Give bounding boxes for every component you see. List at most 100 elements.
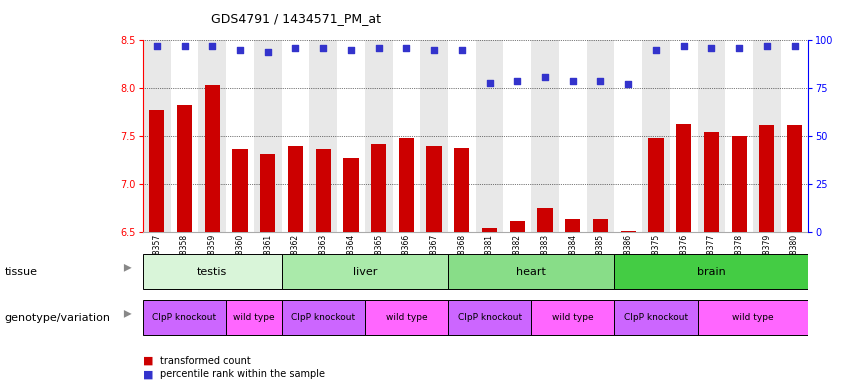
Point xyxy=(455,47,469,53)
Text: tissue: tissue xyxy=(4,266,37,277)
Text: ■: ■ xyxy=(143,369,153,379)
Text: ClpP knockout: ClpP knockout xyxy=(624,313,688,322)
Bar xyxy=(614,300,698,335)
Bar xyxy=(226,40,254,232)
Bar xyxy=(177,104,192,232)
Text: ClpP knockout: ClpP knockout xyxy=(458,313,522,322)
Point xyxy=(344,47,357,53)
Text: wild type: wild type xyxy=(552,313,593,322)
Point xyxy=(178,43,191,49)
Bar xyxy=(448,300,531,335)
Text: heart: heart xyxy=(517,266,546,277)
Bar xyxy=(282,254,448,289)
Bar xyxy=(531,40,559,232)
Point xyxy=(400,45,414,51)
Bar xyxy=(226,300,282,335)
Point xyxy=(621,81,635,88)
Point xyxy=(677,43,690,49)
Bar xyxy=(725,40,753,232)
Bar xyxy=(614,40,643,232)
Point xyxy=(705,45,718,51)
Text: transformed count: transformed count xyxy=(160,356,251,366)
Bar xyxy=(371,144,386,232)
Bar xyxy=(260,154,276,232)
Bar xyxy=(420,40,448,232)
Text: wild type: wild type xyxy=(386,313,427,322)
Bar xyxy=(787,125,802,232)
Point xyxy=(150,43,163,49)
Bar xyxy=(343,159,358,232)
Point xyxy=(205,43,219,49)
Point xyxy=(511,78,524,84)
Bar xyxy=(337,40,365,232)
Bar xyxy=(732,136,747,232)
Point xyxy=(566,78,580,84)
Bar xyxy=(143,254,282,289)
Text: ClpP knockout: ClpP knockout xyxy=(152,313,217,322)
Bar xyxy=(399,138,414,232)
Bar xyxy=(780,40,808,232)
Point xyxy=(288,45,302,51)
Text: wild type: wild type xyxy=(233,313,275,322)
Bar xyxy=(559,40,586,232)
Text: genotype/variation: genotype/variation xyxy=(4,313,111,323)
Bar xyxy=(309,40,337,232)
Text: ClpP knockout: ClpP knockout xyxy=(291,313,355,322)
Bar xyxy=(759,125,774,232)
Point xyxy=(483,79,496,86)
Bar xyxy=(504,40,531,232)
Bar xyxy=(448,254,614,289)
Bar xyxy=(143,300,226,335)
Bar xyxy=(565,219,580,232)
Point xyxy=(233,47,247,53)
Text: ■: ■ xyxy=(143,356,153,366)
Bar xyxy=(254,40,282,232)
Bar xyxy=(143,40,171,232)
Bar xyxy=(510,221,525,232)
Text: percentile rank within the sample: percentile rank within the sample xyxy=(160,369,325,379)
Bar xyxy=(648,138,664,232)
Point xyxy=(649,47,663,53)
Point xyxy=(261,49,275,55)
Bar xyxy=(426,146,442,232)
Text: liver: liver xyxy=(352,266,377,277)
Bar xyxy=(586,40,614,232)
Bar xyxy=(593,219,608,232)
Point xyxy=(594,78,608,84)
Point xyxy=(760,43,774,49)
Bar xyxy=(365,40,392,232)
Point xyxy=(538,74,551,80)
Bar xyxy=(288,146,303,232)
Point xyxy=(427,47,441,53)
Point xyxy=(317,45,330,51)
Bar xyxy=(482,228,497,232)
Bar xyxy=(476,40,504,232)
Bar xyxy=(171,40,198,232)
Bar xyxy=(698,40,725,232)
Bar xyxy=(698,300,808,335)
Bar xyxy=(282,300,365,335)
Text: wild type: wild type xyxy=(732,313,774,322)
Bar xyxy=(531,300,614,335)
Bar xyxy=(198,40,226,232)
Bar xyxy=(676,124,691,232)
Text: GDS4791 / 1434571_PM_at: GDS4791 / 1434571_PM_at xyxy=(211,12,381,25)
Bar xyxy=(365,300,448,335)
Bar xyxy=(753,40,780,232)
Bar xyxy=(454,148,470,232)
Bar xyxy=(282,40,310,232)
Text: testis: testis xyxy=(197,266,227,277)
Bar xyxy=(614,254,808,289)
Bar xyxy=(704,131,719,232)
Point xyxy=(733,45,746,51)
Bar xyxy=(448,40,476,232)
Point xyxy=(372,45,386,51)
Bar xyxy=(620,231,636,232)
Bar xyxy=(670,40,698,232)
Bar xyxy=(149,111,164,232)
Point xyxy=(788,43,802,49)
Bar xyxy=(642,40,670,232)
Bar xyxy=(232,149,248,232)
Bar xyxy=(316,149,331,232)
Text: brain: brain xyxy=(697,266,726,277)
